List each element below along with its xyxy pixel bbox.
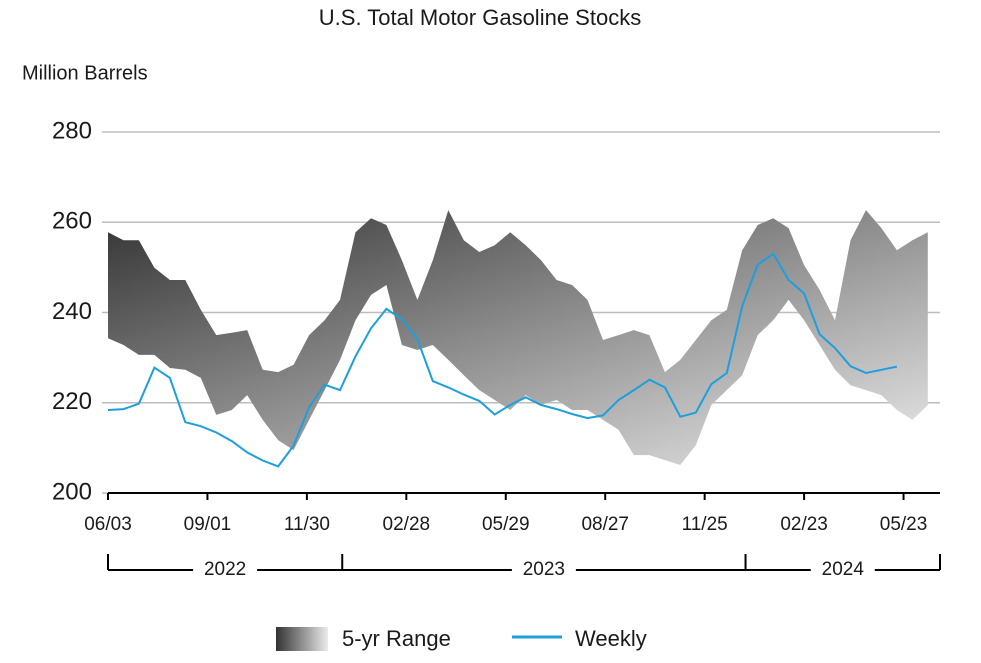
year-label: 2022: [204, 559, 246, 580]
range-band: [108, 210, 928, 465]
y-tick-label: 220: [52, 388, 92, 415]
x-tick-label: 11/30: [284, 514, 330, 535]
y-tick-label: 200: [52, 478, 92, 505]
y-axis-label: Million Barrels: [22, 62, 148, 84]
x-tick-label: 11/25: [682, 514, 728, 535]
x-tick-label: 05/29: [482, 514, 530, 535]
legend-label: 5-yr Range: [342, 626, 451, 651]
legend-label: Weekly: [575, 626, 647, 651]
x-tick-label: 02/28: [383, 514, 431, 535]
x-tick-label: 05/23: [880, 514, 928, 535]
y-tick-label: 260: [52, 208, 92, 235]
chart-title: U.S. Total Motor Gasoline Stocks: [319, 5, 641, 30]
year-label: 2024: [822, 559, 865, 580]
weekly-line: [107, 252, 898, 468]
legend-swatch: [276, 627, 328, 651]
year-label-bg: [193, 560, 258, 580]
x-tick-label: 06/03: [84, 514, 132, 535]
x-tick-label: 02/23: [780, 514, 828, 535]
x-tick-label: 09/01: [184, 514, 232, 535]
year-label: 2023: [523, 559, 565, 580]
y-tick-label: 280: [52, 117, 92, 144]
year-label-bg: [511, 560, 576, 580]
x-tick-label: 08/27: [581, 514, 629, 535]
y-tick-label: 240: [52, 298, 92, 325]
year-label-bg: [810, 560, 875, 580]
